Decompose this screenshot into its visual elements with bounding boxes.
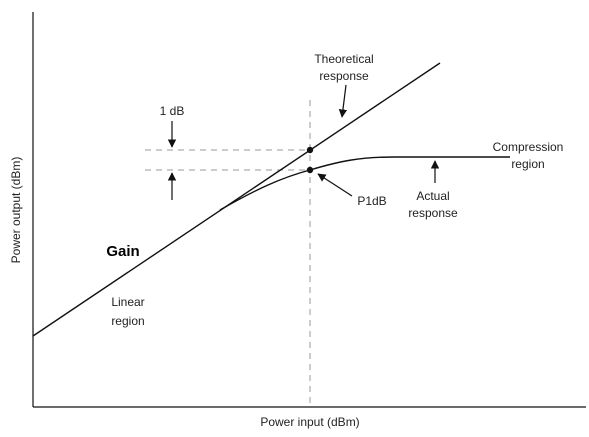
linear-label-1: Linear <box>111 295 144 309</box>
theoretical-response-line <box>32 62 441 337</box>
actual-label-1: Actual <box>416 189 449 203</box>
p1db-point <box>306 166 314 174</box>
compression-label-1: Compression <box>493 140 564 154</box>
theoretical-label-1: Theoretical <box>314 52 373 66</box>
y-axis-label: Power output (dBm) <box>9 157 23 264</box>
theoretical-point <box>306 146 314 154</box>
one-db-label: 1 dB <box>160 104 185 118</box>
p1db-arrow <box>317 173 353 197</box>
gain-label: Gain <box>106 243 139 260</box>
theoretical-arrow <box>338 84 348 118</box>
actual-label-2: response <box>408 206 458 220</box>
p1db-label: P1dB <box>357 194 386 208</box>
theoretical-label-2: response <box>319 69 369 83</box>
linear-label-2: region <box>111 314 144 328</box>
x-axis-label: Power input (dBm) <box>260 415 359 429</box>
compression-label-2: region <box>511 157 544 171</box>
